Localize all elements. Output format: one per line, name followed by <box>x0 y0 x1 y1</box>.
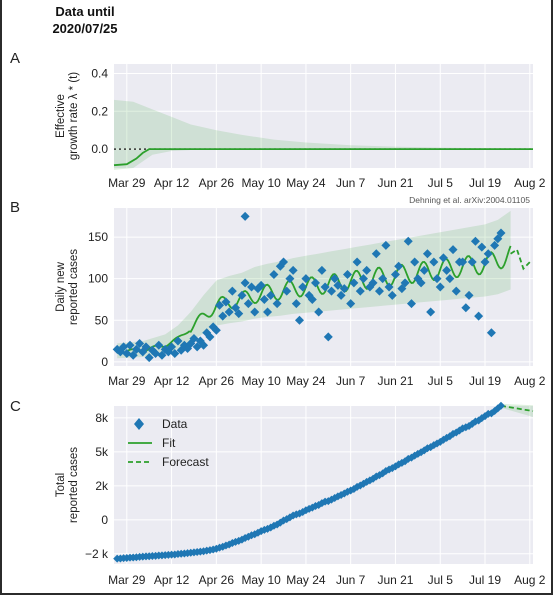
y-tick-label: 50 <box>95 313 109 327</box>
x-tick-label: Aug 2 <box>514 176 546 190</box>
x-tick-label: Jun 7 <box>336 573 366 587</box>
y-axis-label-line1: Effective <box>55 94 67 138</box>
x-tick-label: Jul 19 <box>469 374 501 388</box>
y-axis-label: Daily newreported cases <box>55 249 80 325</box>
panel-b: Mar 29 Apr 12 Apr 26 May 10 May 24 Jun 7 Jun 2… <box>55 208 546 388</box>
x-tick-label: Jun 7 <box>336 176 366 190</box>
y-tick-label: 100 <box>88 272 108 286</box>
y-axis-label: Effectivegrowth rate λ * (t) <box>55 72 80 160</box>
x-tick-label: Aug 2 <box>514 374 546 388</box>
y-axis-label-line1: Total <box>55 473 67 497</box>
y-tick-label: 8k <box>95 411 109 425</box>
y-tick-label: 5k <box>95 445 109 459</box>
x-tick-label: May 24 <box>286 573 326 587</box>
legend-forecast-label: Forecast <box>162 455 209 469</box>
y-axis-label-line2: reported cases <box>68 249 80 325</box>
legend-fit-label: Fit <box>162 436 176 450</box>
y-tick-label: 0.4 <box>91 66 108 80</box>
figure-title-line1: Data until <box>55 4 114 19</box>
panel-a: Mar 29 Apr 12 Apr 26 May 10 May 24 Jun 7 Jun 2… <box>55 64 546 190</box>
x-tick-label: Jun 7 <box>336 374 366 388</box>
y-axis-label-line2: growth rate λ * (t) <box>68 72 80 160</box>
panel-b-letter: B <box>10 199 20 216</box>
y-tick-label: 0 <box>101 513 108 527</box>
panel-c-letter: C <box>10 398 21 415</box>
legend-data-label: Data <box>162 417 188 431</box>
y-axis-label-line2: reported cases <box>68 447 80 523</box>
y-tick-label: 0.0 <box>91 142 108 156</box>
x-tick-label: Apr 26 <box>199 374 235 388</box>
x-tick-label: Mar 29 <box>108 176 146 190</box>
x-tick-label: May 10 <box>241 573 281 587</box>
x-tick-label: Apr 26 <box>199 176 235 190</box>
y-axis-label-line1: Daily new <box>55 261 67 312</box>
x-tick-label: May 10 <box>241 374 281 388</box>
x-tick-label: Aug 2 <box>514 573 546 587</box>
x-tick-label: Apr 12 <box>154 573 190 587</box>
panel-c: Mar 29 Apr 12 Apr 26 May 10 May 24 Jun 7 Jun 2… <box>55 402 546 587</box>
y-tick-label: 150 <box>88 230 108 244</box>
y-tick-label: 2k <box>95 479 109 493</box>
x-tick-label: Jul 19 <box>469 176 501 190</box>
figure-title-line2: 2020/07/25 <box>52 21 117 36</box>
x-tick-label: May 24 <box>286 374 326 388</box>
x-tick-label: Jun 21 <box>377 573 413 587</box>
x-tick-label: Jun 21 <box>377 176 413 190</box>
x-tick-label: Apr 26 <box>199 573 235 587</box>
x-tick-label: Jun 21 <box>377 374 413 388</box>
y-axis-label: Totalreported cases <box>55 447 80 523</box>
x-tick-label: Jul 19 <box>469 573 501 587</box>
x-tick-label: Jul 5 <box>428 374 454 388</box>
credit: Dehning et al. arXiv:2004.01105 <box>409 195 530 205</box>
y-tick-label: −2 k <box>85 547 109 561</box>
x-tick-label: Apr 12 <box>154 176 190 190</box>
plot-area <box>114 64 533 168</box>
x-tick-label: Mar 29 <box>108 374 146 388</box>
x-tick-label: Jul 5 <box>428 176 454 190</box>
x-tick-label: May 10 <box>241 176 281 190</box>
y-tick-label: 0.2 <box>91 104 108 118</box>
x-tick-label: Mar 29 <box>108 573 146 587</box>
y-tick-label: 0 <box>101 355 108 369</box>
x-tick-label: May 24 <box>286 176 326 190</box>
x-tick-label: Apr 12 <box>154 374 190 388</box>
panel-a-letter: A <box>10 50 20 67</box>
x-tick-label: Jul 5 <box>428 573 454 587</box>
